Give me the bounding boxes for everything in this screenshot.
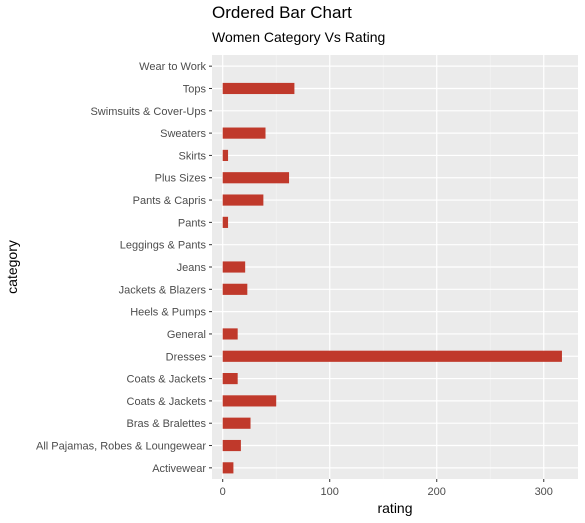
y-tick-label: Bras & Bralettes — [127, 418, 207, 430]
bar — [222, 194, 264, 206]
x-tick-label: 300 — [535, 486, 553, 498]
y-tick-label: Dresses — [166, 351, 207, 363]
x-tick-label: 100 — [321, 486, 339, 498]
chart-title: Ordered Bar Chart — [212, 3, 352, 22]
y-tick-label: Skirts — [179, 150, 207, 162]
y-tick-label: Tops — [183, 83, 207, 95]
bar — [222, 283, 248, 295]
y-tick-label: Plus Sizes — [155, 173, 207, 185]
y-tick-label: Leggings & Pants — [120, 240, 207, 252]
bar — [222, 82, 295, 95]
x-tick-label: 0 — [220, 486, 226, 498]
y-tick-label: Wear to Work — [139, 61, 206, 73]
bar — [222, 350, 562, 362]
x-axis-title: rating — [377, 500, 412, 516]
y-tick-label: Swimsuits & Cover-Ups — [90, 106, 206, 118]
x-tick-label: 200 — [428, 486, 446, 498]
bar — [222, 261, 246, 273]
bar — [222, 462, 234, 474]
bar — [222, 439, 241, 452]
bar — [222, 373, 238, 385]
bar — [222, 216, 229, 228]
y-tick-label: Coats & Jackets — [127, 396, 207, 408]
bar — [222, 328, 238, 340]
y-tick-label: General — [167, 329, 206, 341]
y-tick-label: Pants — [178, 217, 207, 229]
bar — [222, 172, 290, 184]
y-tick-label: Activewear — [152, 463, 206, 475]
y-tick-label: Jackets & Blazers — [119, 284, 207, 296]
y-tick-label: Sweaters — [160, 128, 206, 140]
y-tick-label: Jeans — [177, 262, 207, 274]
bar — [222, 417, 251, 429]
y-tick-label: Pants & Capris — [133, 195, 207, 207]
bar — [222, 149, 229, 161]
y-tick-label: All Pajamas, Robes & Loungewear — [36, 441, 206, 453]
bar — [222, 395, 277, 407]
bar — [222, 127, 266, 139]
y-tick-label: Coats & Jackets — [127, 374, 207, 386]
y-tick-label: Heels & Pumps — [130, 307, 206, 319]
y-axis-title: category — [4, 240, 20, 294]
chart-subtitle: Women Category Vs Rating — [212, 29, 386, 45]
